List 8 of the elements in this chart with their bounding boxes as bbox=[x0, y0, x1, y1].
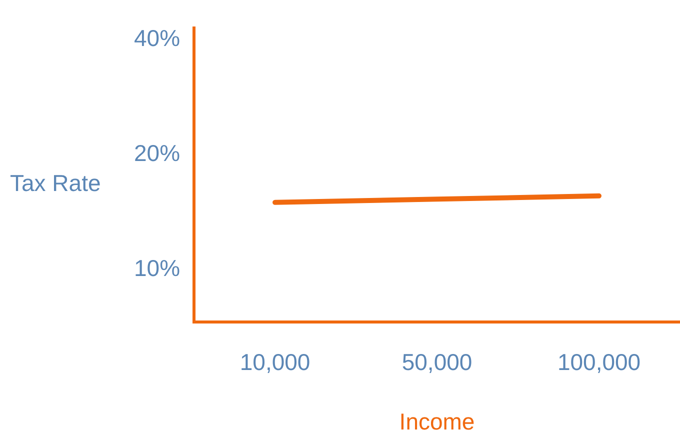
y-tick-label: 40% bbox=[134, 25, 180, 52]
x-tick-label: 10,000 bbox=[240, 348, 310, 375]
y-axis-title: Tax Rate bbox=[10, 170, 101, 197]
y-tick-label: 10% bbox=[134, 254, 180, 281]
y-tick-label: 20% bbox=[134, 140, 180, 166]
x-tick-label: 100,000 bbox=[557, 348, 641, 375]
x-tick-label: 50,000 bbox=[402, 348, 472, 375]
x-axis-title: Income bbox=[399, 408, 475, 435]
